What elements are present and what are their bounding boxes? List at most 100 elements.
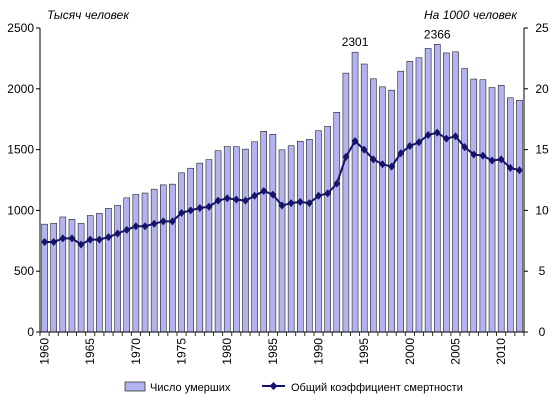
bar bbox=[488, 87, 496, 333]
bar bbox=[360, 63, 368, 333]
bar bbox=[461, 68, 468, 333]
bar bbox=[260, 130, 268, 333]
line-point bbox=[269, 190, 277, 199]
x-tick-label: 1960 bbox=[38, 338, 52, 365]
line-point bbox=[196, 203, 204, 212]
line-point bbox=[369, 155, 377, 164]
line-point bbox=[141, 222, 149, 231]
line-point bbox=[232, 195, 240, 204]
left-tick-label: 1500 bbox=[7, 143, 34, 157]
line-point bbox=[506, 163, 514, 172]
x-tick-label: 1985 bbox=[266, 338, 280, 365]
left-tick-label: 500 bbox=[14, 264, 34, 278]
line-point bbox=[461, 143, 469, 152]
line-point bbox=[114, 229, 122, 238]
line-point bbox=[178, 208, 186, 217]
line-point bbox=[378, 160, 386, 169]
left-tick-label: 2500 bbox=[7, 21, 34, 35]
x-tick-label: 2010 bbox=[494, 338, 508, 365]
line-point bbox=[324, 189, 332, 198]
line-point bbox=[497, 155, 505, 164]
bar bbox=[132, 194, 140, 333]
bar bbox=[105, 208, 112, 333]
bar bbox=[306, 139, 313, 333]
bar bbox=[507, 97, 514, 333]
right-tick-label: 10 bbox=[535, 203, 549, 217]
right-tick-label: 5 bbox=[539, 264, 546, 278]
line-point bbox=[278, 201, 286, 210]
bar bbox=[169, 183, 176, 333]
line-point bbox=[397, 149, 405, 158]
line-point bbox=[95, 235, 103, 244]
line-point bbox=[123, 225, 131, 234]
line-point bbox=[388, 162, 396, 171]
right-tick-label: 0 bbox=[539, 325, 546, 339]
bar bbox=[114, 205, 121, 333]
x-tick-label: 1990 bbox=[312, 338, 326, 365]
x-tick-label: 1995 bbox=[357, 338, 371, 365]
bar bbox=[324, 126, 331, 333]
line-series bbox=[41, 128, 523, 249]
left-tick-label: 0 bbox=[27, 325, 34, 339]
line-point bbox=[424, 131, 432, 140]
bar bbox=[297, 140, 304, 333]
line-point bbox=[488, 156, 496, 165]
line-point bbox=[150, 219, 158, 228]
line-point bbox=[59, 234, 67, 243]
x-axis-ticks: 1960 1965 1970 1975 1980 1985 1990 1995 2000 2005… bbox=[38, 332, 525, 365]
line-point bbox=[241, 196, 249, 205]
annotations: 2301 2366 bbox=[342, 27, 451, 49]
line-point bbox=[86, 235, 94, 244]
bar bbox=[59, 216, 67, 333]
bar bbox=[424, 48, 432, 333]
bar bbox=[205, 159, 213, 333]
bar bbox=[406, 61, 414, 333]
line-point bbox=[415, 138, 423, 147]
legend-bar-label: Число умерших bbox=[150, 382, 231, 394]
bar bbox=[196, 162, 204, 333]
x-tick-label: 1980 bbox=[220, 338, 234, 365]
bar bbox=[150, 188, 158, 333]
x-tick-label: 2000 bbox=[403, 338, 417, 365]
bar bbox=[443, 52, 450, 333]
bar bbox=[388, 89, 395, 333]
bar bbox=[415, 57, 423, 333]
bar-annotation: 2366 bbox=[424, 27, 451, 41]
bar bbox=[452, 51, 459, 333]
line-point bbox=[452, 132, 460, 141]
line-point bbox=[515, 166, 523, 175]
bar bbox=[242, 148, 249, 333]
line-point bbox=[214, 196, 222, 205]
x-tick-label: 1975 bbox=[175, 338, 189, 365]
bar bbox=[470, 78, 478, 333]
line-point bbox=[305, 199, 313, 208]
bar bbox=[397, 70, 404, 333]
line-point bbox=[223, 194, 231, 203]
bar bbox=[315, 130, 322, 333]
line-point bbox=[41, 238, 49, 247]
right-tick-label: 15 bbox=[535, 143, 549, 157]
line-point bbox=[296, 197, 304, 206]
x-tick-label: 1970 bbox=[129, 338, 143, 365]
left-axis-ticks: 0 500 1000 1500 2000 2500 bbox=[7, 21, 40, 339]
bar bbox=[223, 146, 231, 333]
right-unit-label: На 1000 человек bbox=[424, 8, 518, 22]
bar bbox=[214, 150, 222, 333]
bar bbox=[516, 99, 523, 333]
bar bbox=[77, 223, 85, 333]
right-axis-ticks: 0 5 10 15 20 25 bbox=[524, 21, 549, 339]
line-point bbox=[187, 206, 195, 215]
legend-line-marker bbox=[269, 382, 278, 390]
x-tick-label: 1965 bbox=[83, 338, 97, 365]
line-point bbox=[260, 186, 268, 195]
bar-annotation: 2301 bbox=[342, 35, 369, 49]
line-point bbox=[351, 137, 359, 146]
line-point bbox=[205, 202, 213, 211]
bar bbox=[86, 215, 94, 333]
line-point bbox=[315, 191, 323, 200]
bar bbox=[233, 146, 240, 333]
legend-bar-swatch bbox=[124, 381, 146, 392]
bar bbox=[96, 213, 103, 333]
axes bbox=[39, 28, 525, 333]
